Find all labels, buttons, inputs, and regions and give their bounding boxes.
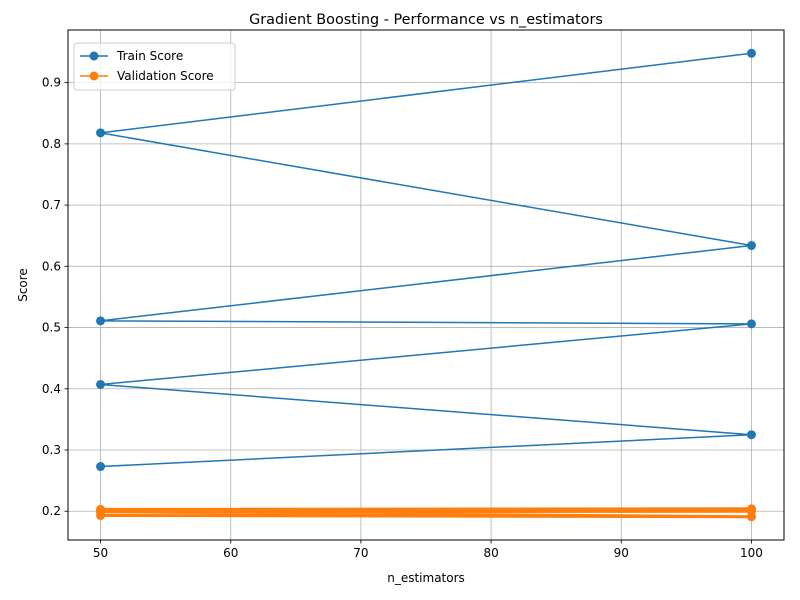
data-point-train-score (746, 48, 756, 58)
y-tick-label: 0.5 (42, 321, 61, 335)
x-axis-label: n_estimators (387, 571, 465, 585)
x-tick-label: 90 (614, 546, 629, 560)
y-axis-label: Score (16, 268, 30, 302)
y-tick-label: 0.9 (42, 76, 61, 90)
grid (68, 30, 784, 540)
legend-box (73, 42, 236, 91)
data-point-train-score (96, 128, 106, 138)
y-axis: 0.2 0.3 0.4 0.5 0.6 0.7 0.8 0.9 (42, 76, 68, 518)
y-tick-label: 0.8 (42, 137, 61, 151)
y-tick-label: 0.7 (42, 198, 61, 212)
chart-title: Gradient Boosting - Performance vs n_est… (249, 12, 603, 28)
x-axis: 50 60 70 80 90 100 (93, 540, 763, 560)
data-point-validation-score (96, 511, 106, 521)
legend-marker-validation (89, 71, 99, 81)
series-validation-score (96, 504, 756, 522)
data-point-train-score (746, 319, 756, 329)
data-point-train-score (96, 462, 106, 472)
y-tick-label: 0.6 (42, 259, 61, 273)
series-line-validation-score (99, 507, 753, 519)
series-train-score (96, 48, 756, 472)
data-point-train-score (96, 379, 106, 389)
x-tick-label: 70 (353, 546, 368, 560)
series-layer (96, 48, 756, 522)
x-tick-label: 100 (740, 546, 763, 560)
plot-frame (67, 29, 785, 541)
data-point-validation-score (746, 512, 756, 522)
data-point-train-score (746, 430, 756, 440)
y-tick-label: 0.3 (42, 443, 61, 457)
legend: Train Score Validation Score (73, 42, 236, 91)
y-tick-label: 0.2 (42, 504, 61, 518)
x-tick-label: 80 (483, 546, 498, 560)
x-tick-label: 60 (223, 546, 238, 560)
legend-label-validation: Validation Score (117, 69, 214, 83)
data-point-train-score (96, 316, 106, 326)
x-tick-label: 50 (93, 546, 108, 560)
y-tick-label: 0.4 (42, 382, 61, 396)
legend-marker-train (89, 51, 99, 61)
series-line-train-score (99, 52, 753, 468)
data-point-train-score (746, 241, 756, 251)
legend-label-train: Train Score (116, 49, 183, 63)
